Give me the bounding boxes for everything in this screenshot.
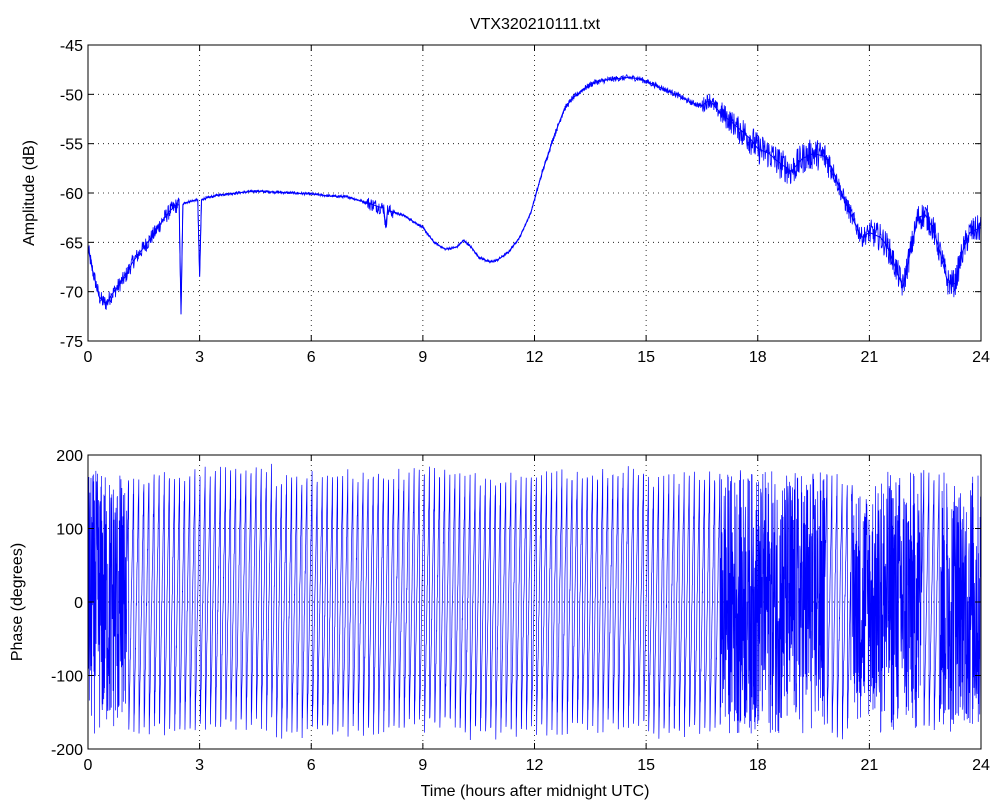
phase-axes: 0 3 6 9 12 15 18 21 24 -200 -100 0 100 200 Phase (deg… (9, 448, 990, 800)
amplitude-x-tick-label: 12 (526, 349, 544, 366)
amplitude-y-tick-label: -50 (60, 87, 83, 104)
amplitude-y-tick-label: -45 (60, 38, 83, 55)
amplitude-x-tick-label: 0 (84, 349, 93, 366)
amplitude-y-tick-label: -60 (60, 186, 83, 203)
phase-x-tick-label: 3 (195, 757, 204, 774)
phase-line (88, 463, 981, 741)
amplitude-series (88, 73, 981, 315)
amplitude-x-tick-label: 18 (749, 349, 767, 366)
amplitude-x-tick-label: 21 (860, 349, 878, 366)
phase-series (88, 463, 981, 741)
amplitude-y-tick-label: -55 (60, 137, 83, 154)
amplitude-y-tick-label: -65 (60, 235, 83, 252)
amplitude-ticks: 0 3 6 9 12 15 18 21 24 -75 -70 -65 -60 -55 -50 -45 (60, 38, 990, 366)
amplitude-x-tick-label: 9 (418, 349, 427, 366)
amplitude-x-tick-label: 3 (195, 349, 204, 366)
phase-x-tick-label: 12 (526, 757, 544, 774)
phase-x-tick-label: 0 (84, 757, 93, 774)
amplitude-x-tick-label: 6 (307, 349, 316, 366)
phase-x-tick-label: 6 (307, 757, 316, 774)
amplitude-x-tick-label: 24 (972, 349, 990, 366)
amplitude-axes: VTX320210111.txt 0 3 6 9 12 15 18 21 24 -75 -70 -65… (21, 16, 990, 366)
amplitude-chart-title: VTX320210111.txt (470, 16, 601, 33)
phase-x-tick-label: 9 (418, 757, 427, 774)
phase-y-tick-label: 200 (56, 448, 83, 465)
amplitude-y-axis-label: Amplitude (dB) (21, 140, 38, 246)
phase-y-axis-label: Phase (degrees) (9, 543, 26, 661)
phase-y-tick-label: -100 (51, 669, 83, 686)
phase-x-tick-label: 21 (860, 757, 878, 774)
amplitude-x-tick-label: 15 (637, 349, 655, 366)
phase-x-tick-label: 24 (972, 757, 990, 774)
phase-x-tick-label: 15 (637, 757, 655, 774)
amplitude-y-tick-label: -70 (60, 285, 83, 302)
amplitude-y-tick-label: -75 (60, 334, 83, 351)
phase-y-tick-label: 0 (74, 595, 83, 612)
amplitude-noise-trace (88, 73, 981, 310)
phase-y-tick-label: -200 (51, 742, 83, 759)
phase-ticks: 0 3 6 9 12 15 18 21 24 -200 -100 0 100 200 (51, 448, 990, 774)
phase-x-axis-label: Time (hours after midnight UTC) (421, 783, 650, 800)
phase-x-tick-label: 18 (749, 757, 767, 774)
phase-y-tick-label: 100 (56, 522, 83, 539)
